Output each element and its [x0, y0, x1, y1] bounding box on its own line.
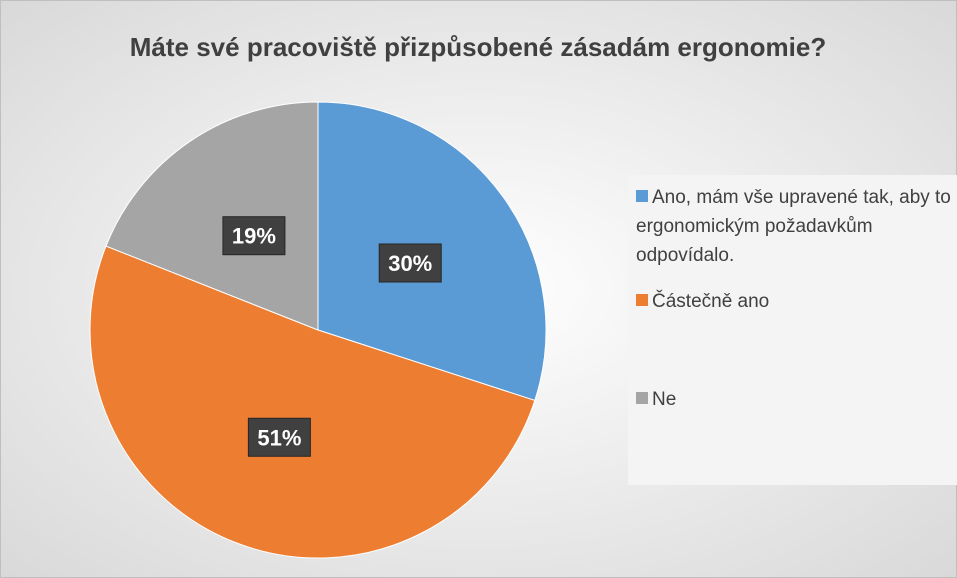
legend-swatch: [636, 294, 648, 306]
legend: Ano, mám vše upravené tak, aby to ergono…: [628, 175, 957, 485]
legend-item: Ano, mám vše upravené tak, aby to ergono…: [636, 183, 954, 270]
legend-item: Částečně ano: [636, 287, 954, 316]
data-label: 19%: [232, 224, 276, 249]
data-label-box: [378, 243, 442, 283]
data-label-box: [247, 417, 311, 457]
data-label-box: [222, 216, 286, 256]
data-label: 51%: [257, 425, 301, 450]
pie-slice: [89, 245, 536, 559]
legend-item: Ne: [636, 385, 954, 414]
pie-slice: [105, 101, 319, 331]
legend-label: Ano, mám vše upravené tak, aby to ergono…: [636, 187, 951, 266]
legend-swatch: [636, 190, 648, 202]
data-label: 30%: [388, 251, 432, 276]
legend-swatch: [636, 392, 648, 404]
legend-label: Ne: [652, 389, 677, 410]
chart-title: Máte své pracoviště přizpůsobené zásadám…: [130, 32, 826, 62]
legend-label: Částečně ano: [652, 291, 770, 312]
